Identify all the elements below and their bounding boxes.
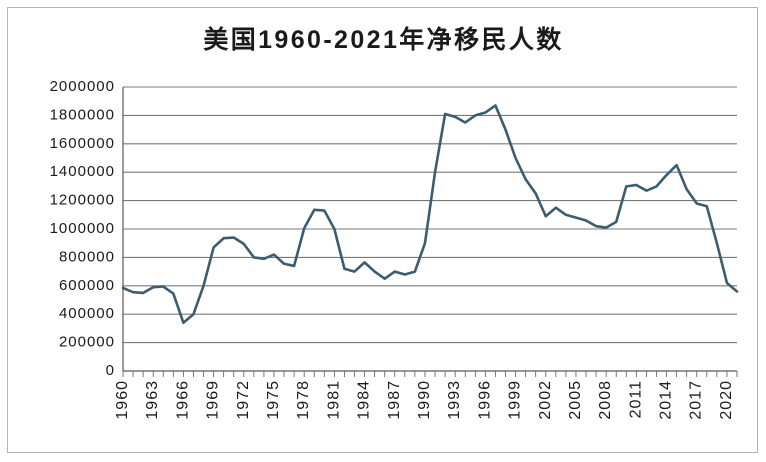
svg-text:1800000: 1800000: [50, 106, 115, 123]
svg-text:1975: 1975: [265, 380, 282, 420]
svg-text:2020: 2020: [718, 380, 735, 420]
svg-text:2014: 2014: [658, 380, 675, 420]
svg-text:1999: 1999: [507, 380, 524, 420]
svg-text:1978: 1978: [295, 380, 312, 420]
svg-text:600000: 600000: [59, 277, 115, 294]
svg-text:2002: 2002: [537, 380, 554, 420]
svg-text:1969: 1969: [205, 380, 222, 420]
svg-text:1993: 1993: [446, 380, 463, 420]
svg-text:1984: 1984: [356, 380, 373, 420]
svg-text:2011: 2011: [627, 380, 644, 418]
svg-text:0: 0: [106, 362, 115, 379]
svg-text:800000: 800000: [59, 248, 115, 265]
svg-text:2008: 2008: [597, 380, 614, 420]
svg-text:1987: 1987: [386, 380, 403, 420]
svg-text:1600000: 1600000: [50, 135, 115, 152]
svg-text:1981: 1981: [325, 380, 342, 420]
svg-text:1400000: 1400000: [50, 163, 115, 180]
svg-text:2000000: 2000000: [50, 78, 115, 95]
svg-text:1200000: 1200000: [50, 192, 115, 209]
svg-text:1963: 1963: [144, 380, 161, 420]
svg-text:1972: 1972: [235, 380, 252, 420]
svg-text:2005: 2005: [567, 380, 584, 420]
svg-text:2017: 2017: [688, 380, 705, 420]
svg-text:400000: 400000: [59, 305, 115, 322]
svg-text:1000000: 1000000: [50, 220, 115, 237]
svg-text:1966: 1966: [174, 380, 191, 420]
svg-text:1990: 1990: [416, 380, 433, 420]
svg-text:200000: 200000: [59, 334, 115, 351]
svg-text:1960: 1960: [114, 380, 131, 420]
svg-text:1996: 1996: [476, 380, 493, 420]
